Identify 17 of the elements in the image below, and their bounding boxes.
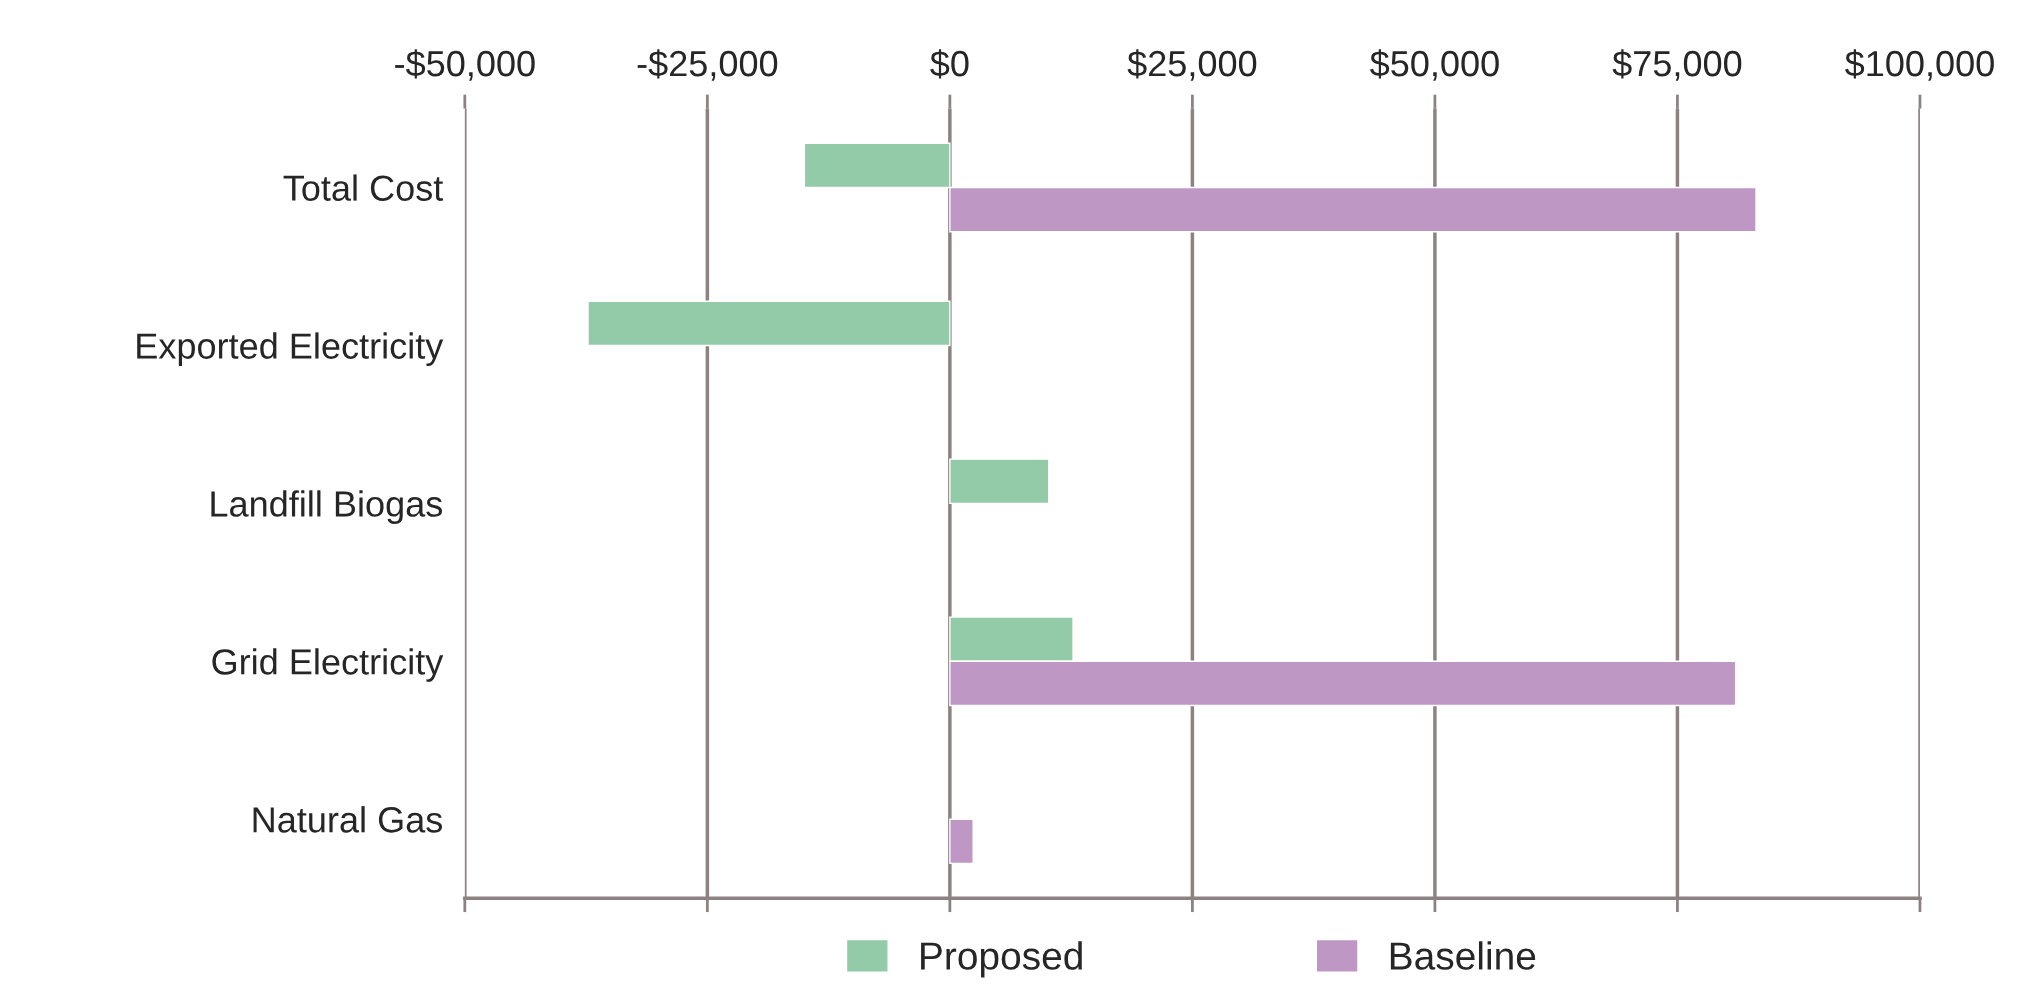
- legend-label: Proposed: [921, 941, 1082, 978]
- x-tick-label: $25,000: [1127, 49, 1257, 81]
- bar: [587, 300, 951, 347]
- bar: [949, 818, 974, 865]
- x-tick-label: $50,000: [1370, 49, 1499, 81]
- y-tick-label: Exported Electricity: [137, 332, 444, 367]
- y-tick-label: Natural Gas: [253, 806, 443, 833]
- y-tick-label: Landfill Biogas: [211, 490, 443, 524]
- x-tick-label: -$50,000: [395, 49, 535, 81]
- y-tick-label: Total Cost: [283, 174, 444, 201]
- y-tick-label: Grid Electricity: [212, 648, 444, 682]
- x-tick-label: $0: [930, 49, 969, 79]
- x-tick-label: $75,000: [1612, 49, 1742, 81]
- bar: [949, 458, 1050, 505]
- x-tick-label: -$25,000: [637, 49, 778, 81]
- x-tick-label: $100,000: [1845, 49, 1994, 81]
- legend-label: Baseline: [1390, 941, 1536, 970]
